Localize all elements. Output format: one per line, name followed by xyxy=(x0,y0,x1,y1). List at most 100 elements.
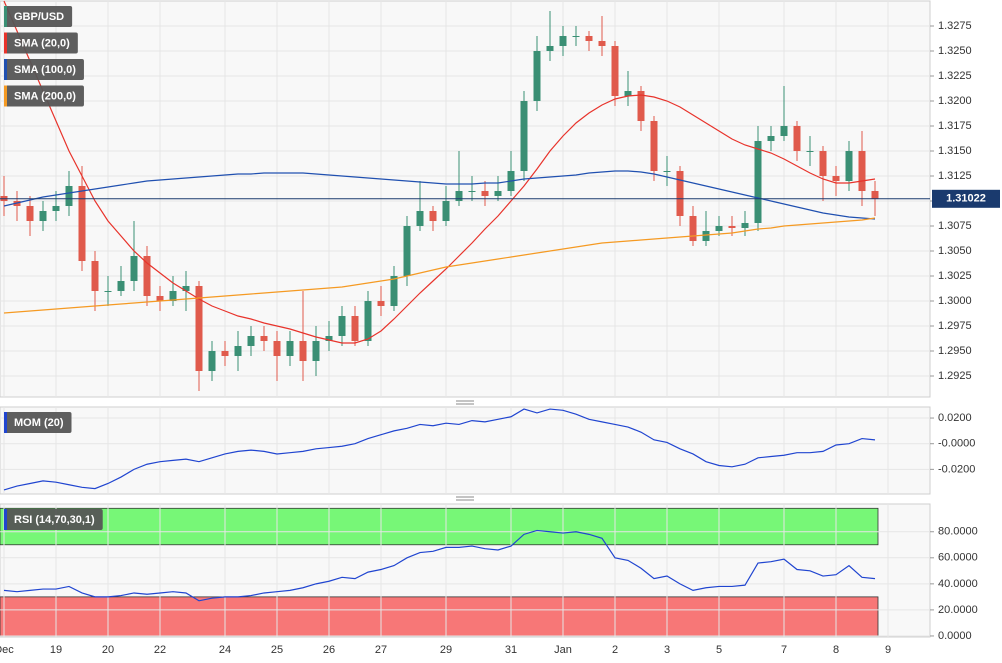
candle-body xyxy=(338,316,346,336)
candle-body xyxy=(286,341,294,356)
y-tick-label: -0.0200 xyxy=(938,463,975,475)
candle-body xyxy=(442,201,450,221)
y-tick-label: 1.2925 xyxy=(938,370,972,382)
legend-swatch xyxy=(4,509,7,530)
candle-body xyxy=(91,261,99,291)
y-tick-label: 20.0000 xyxy=(938,604,978,616)
y-tick-label: 1.3200 xyxy=(938,95,972,107)
y-tick-label: 1.3225 xyxy=(938,70,972,82)
candle-body xyxy=(637,91,645,121)
x-tick-label: 2 xyxy=(612,644,618,656)
candle-body xyxy=(143,256,151,296)
candle-body xyxy=(208,351,216,371)
candle-body xyxy=(260,336,268,341)
candle-body xyxy=(403,226,411,276)
legend-box xyxy=(4,32,78,54)
x-tick-label: 19 xyxy=(50,644,62,656)
candle-body xyxy=(663,171,671,172)
legend-entry: GBP/USD xyxy=(4,6,73,27)
legend-swatch xyxy=(4,59,7,80)
x-tick-label: 31 xyxy=(505,644,517,656)
candle-body xyxy=(169,291,177,301)
legend-entry: SMA (20,0) xyxy=(4,32,78,54)
legend-box xyxy=(4,6,73,27)
legend-swatch xyxy=(4,32,7,54)
candle-body xyxy=(780,126,788,136)
x-tick-label: 25 xyxy=(271,644,283,656)
y-tick-label: 1.3075 xyxy=(938,220,972,232)
candle-body xyxy=(481,191,489,196)
candle-body xyxy=(728,226,736,228)
candle-body xyxy=(195,286,203,371)
legend-box xyxy=(4,509,103,530)
candle-body xyxy=(182,286,190,291)
y-tick-label: 1.3000 xyxy=(938,295,972,307)
candle-body xyxy=(676,171,684,216)
y-tick-label: 0.0000 xyxy=(938,630,972,642)
candle-body xyxy=(325,336,333,341)
candle-body xyxy=(299,341,307,361)
candle-body xyxy=(429,211,437,221)
candle-body xyxy=(572,36,580,37)
y-tick-label: 1.3175 xyxy=(938,120,972,132)
y-tick-label: 1.3250 xyxy=(938,45,972,57)
y-tick-label: 1.3150 xyxy=(938,145,972,157)
x-tick-label: 5 xyxy=(716,644,722,656)
candle-body xyxy=(520,101,528,171)
candle-body xyxy=(26,206,34,221)
candle-body xyxy=(702,231,710,241)
x-tick-label: 7 xyxy=(781,644,787,656)
last-price-box xyxy=(932,189,1000,208)
y-tick-label: 1.3025 xyxy=(938,270,972,282)
y-tick-label: 1.3125 xyxy=(938,170,972,182)
candle-body xyxy=(416,211,424,226)
x-tick-label: 27 xyxy=(375,644,387,656)
candle-body xyxy=(845,151,853,181)
candle-body xyxy=(117,281,125,291)
candle-body xyxy=(156,296,164,301)
band xyxy=(0,507,879,546)
y-tick-label: 40.0000 xyxy=(938,578,978,590)
candle-body xyxy=(754,141,762,223)
candle-body xyxy=(689,216,697,241)
legend-label: SMA (200,0) xyxy=(14,90,76,102)
line-series xyxy=(3,408,876,491)
candle-body xyxy=(832,176,840,181)
x-tick-label: 8 xyxy=(833,644,839,656)
candle-body xyxy=(52,206,60,211)
legend-label: GBP/USD xyxy=(14,11,64,23)
candle-body xyxy=(741,223,749,228)
x-tick-label: 20 xyxy=(102,644,114,656)
line-series xyxy=(3,0,876,344)
candle-body xyxy=(468,191,476,192)
candle-body xyxy=(377,301,385,306)
legend-swatch xyxy=(4,6,7,27)
legend-label: MOM (20) xyxy=(14,417,64,429)
legend-label: SMA (100,0) xyxy=(14,64,76,76)
legend-swatch xyxy=(4,85,7,107)
y-tick-label: 1.2950 xyxy=(938,345,972,357)
y-tick-label: 1.2975 xyxy=(938,320,972,332)
legend-entry: RSI (14,70,30,1) xyxy=(4,509,103,530)
x-tick-label: Jan xyxy=(554,644,572,656)
y-tick-label: 80.0000 xyxy=(938,526,978,538)
y-tick-label: 0.0200 xyxy=(938,412,972,424)
last-price-label: 1.31022 xyxy=(946,193,986,205)
candle-body xyxy=(533,51,541,101)
y-tick-label: 1.3050 xyxy=(938,245,972,257)
candle-body xyxy=(65,186,73,206)
legend-label: SMA (20,0) xyxy=(14,37,70,49)
legend-box xyxy=(4,412,72,433)
x-tick-label: 9 xyxy=(885,644,891,656)
x-tick-label: 24 xyxy=(219,644,231,656)
band xyxy=(0,596,879,637)
splitter[interactable] xyxy=(456,400,474,501)
candle-body xyxy=(715,226,723,231)
candle-body xyxy=(273,341,281,356)
legend-swatch xyxy=(4,412,7,433)
y-tick-label: 60.0000 xyxy=(938,552,978,564)
candle-body xyxy=(455,191,463,201)
candle-body xyxy=(611,46,619,96)
line-series xyxy=(3,217,876,314)
candle-body xyxy=(78,186,86,261)
